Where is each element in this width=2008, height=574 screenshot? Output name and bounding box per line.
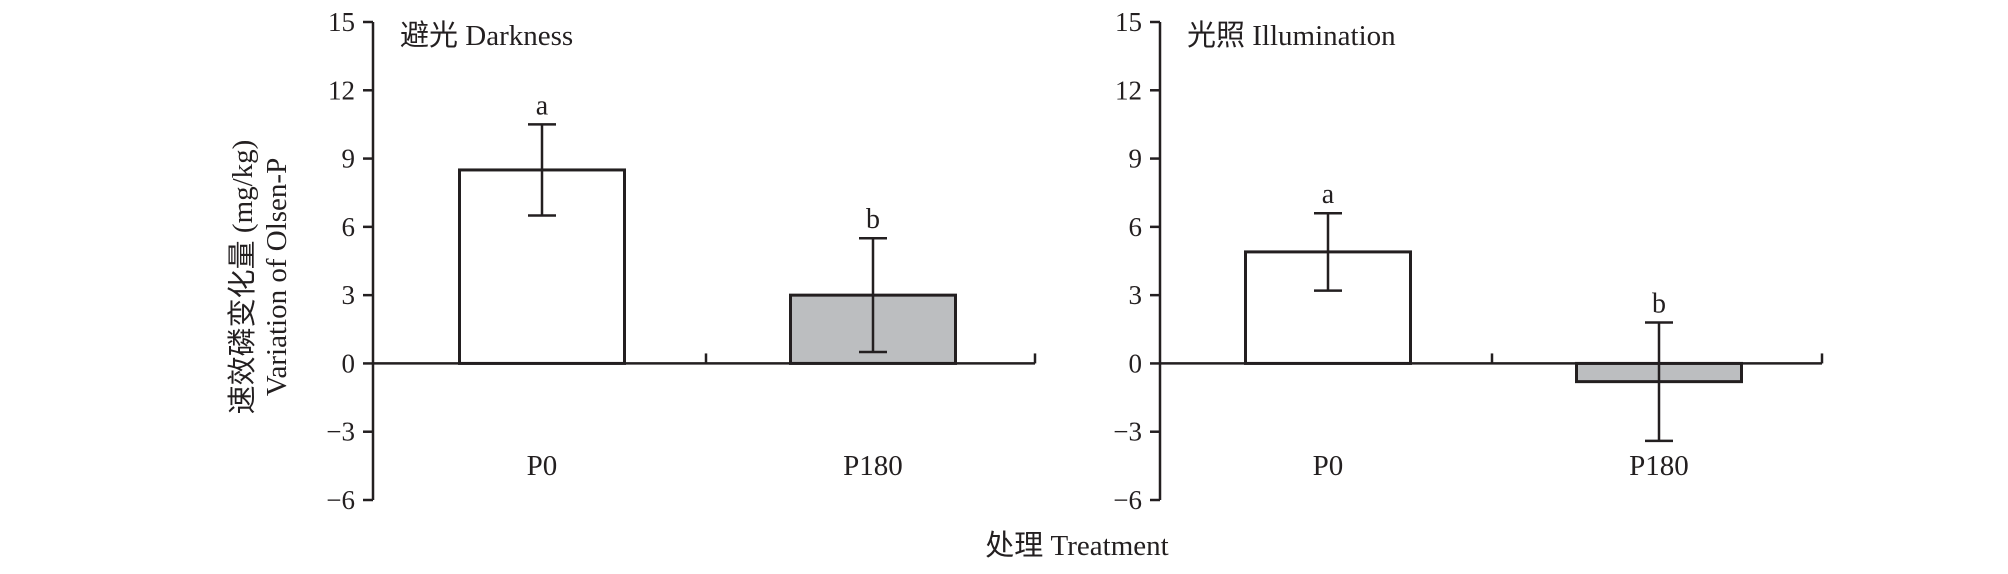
y-tick-label: 9	[342, 144, 356, 174]
significance-label: a	[536, 90, 549, 121]
chart-panel-2: 15 12 9 6 3 0 −3 −6 a P0 b P180 光照 Illumination	[1113, 7, 1824, 515]
significance-label: b	[866, 204, 880, 235]
y-tick-label: 3	[342, 280, 356, 310]
y-tick-label: 9	[1129, 144, 1143, 174]
y-axis-title: 速效磷变化量 (mg/kg) Variation of Olsen-P	[226, 140, 293, 415]
y-tick-label: 6	[1129, 212, 1143, 242]
y-tick-label: −6	[326, 485, 355, 515]
y-tick-label: −3	[326, 417, 355, 447]
y-tick-label: −3	[1113, 417, 1142, 447]
y-axis-title-en: Variation of Olsen-P	[261, 158, 293, 396]
y-tick-label: 12	[328, 75, 355, 105]
y-axis-title-cn: 速效磷变化量 (mg/kg)	[226, 140, 259, 415]
category-label: P180	[1629, 450, 1689, 482]
y-tick-label: 0	[1129, 348, 1143, 378]
category-label: P0	[1313, 450, 1344, 482]
y-tick-label: 6	[342, 212, 356, 242]
category-label: P0	[527, 450, 558, 482]
significance-label: a	[1322, 179, 1335, 210]
panel-title: 光照 Illumination	[1187, 19, 1396, 52]
chart-panels: 15 12 9 6 3 0 −3 −6 a P0 b P180 避光 Darkness 15 12 9 6 3 0 −…	[326, 7, 1824, 515]
significance-label: b	[1652, 288, 1666, 319]
chart-panel-1: 15 12 9 6 3 0 −3 −6 a P0 b P180 避光 Darkness	[326, 7, 1037, 515]
y-tick-label: 0	[342, 348, 356, 378]
x-axis-title: 处理 Treatment	[985, 529, 1168, 562]
y-tick-label: 15	[1115, 7, 1142, 37]
y-tick-label: 15	[328, 7, 355, 37]
panel-title: 避光 Darkness	[400, 19, 573, 52]
category-label: P180	[843, 450, 903, 482]
y-tick-label: −6	[1113, 485, 1142, 515]
y-tick-label: 12	[1115, 75, 1142, 105]
y-tick-label: 3	[1129, 280, 1143, 310]
